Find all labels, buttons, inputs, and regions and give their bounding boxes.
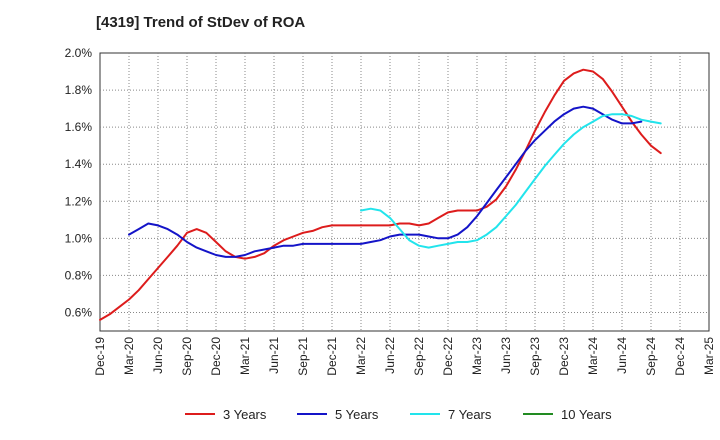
x-tick-label: Mar-21 xyxy=(238,337,252,375)
x-axis-ticks: Dec-19 Mar-20 Jun-20 Sep-20 Dec-20 Mar-21 Jun-… xyxy=(93,337,716,376)
series-line-5-years xyxy=(128,105,643,258)
y-tick-label: 1.0% xyxy=(65,231,93,245)
y-tick-label: 2.0% xyxy=(65,46,93,60)
x-tick-label: Dec-24 xyxy=(673,337,687,376)
x-tick-label: Mar-24 xyxy=(586,337,600,375)
x-tick-label: Dec-23 xyxy=(557,337,571,376)
x-tick-label: Sep-22 xyxy=(412,337,426,376)
x-tick-label: Sep-23 xyxy=(528,337,542,376)
legend: 3 Years 5 Years 7 Years 10 Years xyxy=(185,407,612,422)
y-tick-label: 1.8% xyxy=(65,83,93,97)
legend-label: 3 Years xyxy=(223,407,267,422)
plot-area xyxy=(99,52,710,332)
chart-title: [4319] Trend of StDev of ROA xyxy=(96,14,306,31)
y-axis-ticks: 0.6% 0.8% 1.0% 1.2% 1.4% 1.6% 1.8% 2.0% xyxy=(65,46,93,319)
x-tick-label: Sep-21 xyxy=(296,337,310,376)
x-tick-label: Dec-20 xyxy=(209,337,223,376)
y-tick-label: 1.6% xyxy=(65,120,93,134)
series-line-3-years xyxy=(99,68,662,321)
x-tick-label: Jun-20 xyxy=(151,337,165,374)
legend-label: 7 Years xyxy=(448,407,492,422)
y-tick-label: 1.2% xyxy=(65,194,93,208)
x-tick-label: Mar-22 xyxy=(354,337,368,375)
grid-lines xyxy=(100,53,709,331)
series-line-7-years xyxy=(360,113,662,249)
y-tick-label: 1.4% xyxy=(65,157,93,171)
x-tick-label: Dec-21 xyxy=(325,337,339,376)
series-lines xyxy=(99,68,662,321)
x-tick-label: Dec-22 xyxy=(441,337,455,376)
x-tick-label: Mar-20 xyxy=(122,337,136,375)
y-tick-label: 0.8% xyxy=(65,268,93,282)
x-tick-label: Mar-23 xyxy=(470,337,484,375)
x-tick-label: Jun-22 xyxy=(383,337,397,374)
x-tick-label: Jun-21 xyxy=(267,337,281,374)
x-tick-label: Mar-25 xyxy=(702,337,716,375)
legend-label: 10 Years xyxy=(561,407,612,422)
y-tick-label: 0.6% xyxy=(65,305,93,319)
x-tick-label: Sep-20 xyxy=(180,337,194,376)
legend-label: 5 Years xyxy=(335,407,379,422)
x-tick-label: Dec-19 xyxy=(93,337,107,376)
x-tick-label: Jun-23 xyxy=(499,337,513,374)
x-tick-label: Jun-24 xyxy=(615,337,629,374)
x-tick-label: Sep-24 xyxy=(644,337,658,376)
